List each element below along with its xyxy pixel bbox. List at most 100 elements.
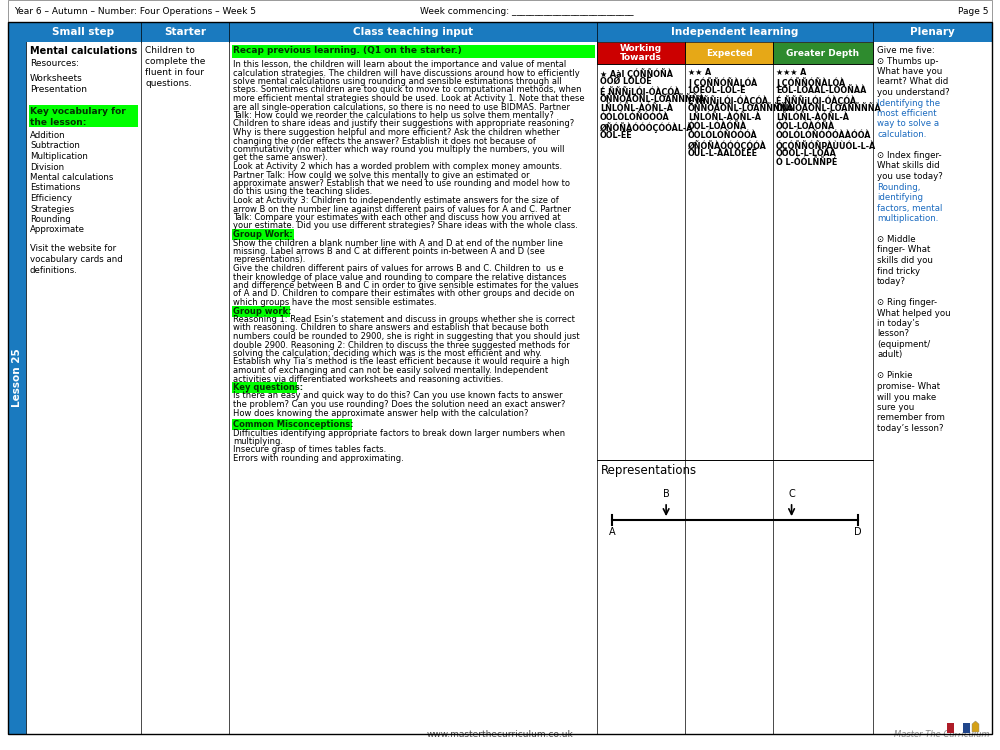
Bar (232, 45, 595, 58)
Text: finger- What: finger- What (877, 245, 930, 254)
Text: Key vocabulary for
the lesson:: Key vocabulary for the lesson: (30, 107, 126, 127)
Text: Show the children a blank number line with A and D at end of the number line: Show the children a blank number line wi… (233, 238, 563, 248)
Text: with reasoning. Children to share answers and establish that because both: with reasoning. Children to share answer… (233, 323, 549, 332)
Text: solving the calculation; deciding which was is the most efficient and why.: solving the calculation; deciding which … (233, 349, 542, 358)
Text: Page 5: Page 5 (958, 7, 988, 16)
Text: LÓÈÓL-LÓL-É: LÓÈÓL-LÓL-É (688, 86, 746, 95)
Text: Plenary: Plenary (910, 27, 955, 37)
Text: Greater Depth: Greater Depth (786, 49, 860, 58)
Text: today’s lesson?: today’s lesson? (877, 424, 944, 433)
Text: ÓÓL-LÓÀÓÑÀ: ÓÓL-LÓÀÓÑÀ (688, 122, 747, 131)
Text: Children to share ideas and justify their suggestions with appropriate reasoning: Children to share ideas and justify thei… (233, 119, 574, 128)
Text: lesson?: lesson? (877, 329, 909, 338)
Text: D: D (854, 527, 862, 537)
Text: adult): adult) (877, 350, 902, 359)
Text: ÓÓL-LÓÀÓÑÀ: ÓÓL-LÓÀÓÑÀ (776, 122, 835, 131)
Text: multiplying.: multiplying. (233, 437, 283, 446)
Text: and difference between B and C in order to give sensible estimates for the value: and difference between B and C in order … (233, 281, 579, 290)
Text: Week commencing: ___________________________: Week commencing: _______________________… (420, 7, 634, 16)
Text: In this lesson, the children will learn about the importance and value of mental: In this lesson, the children will learn … (233, 60, 566, 69)
Text: Key questions:: Key questions: (233, 383, 303, 392)
Text: J ÇÓÑÑÓÑÀLÓÀ: J ÇÓÑÑÓÑÀLÓÀ (688, 77, 757, 88)
Text: Rounding: Rounding (30, 215, 71, 224)
Bar (685, 42, 773, 64)
Text: Addition: Addition (30, 131, 66, 140)
Text: ÓÓLÓLÓÑÓÓÓÀ: ÓÓLÓLÓÑÓÓÓÀ (600, 113, 670, 122)
Text: Visit the website for
vocabulary cards and
definitions.: Visit the website for vocabulary cards a… (30, 244, 123, 275)
Text: ÓÓLÓLÓÑÓÓÓÀ: ÓÓLÓLÓÑÓÓÓÀ (688, 131, 758, 140)
Text: will you make: will you make (877, 392, 936, 401)
Text: Ó L-ÓÓLÑÑPÉ: Ó L-ÓÓLÑÑPÉ (776, 158, 837, 167)
Text: Worksheets: Worksheets (30, 74, 83, 83)
Text: Year 6 – Autumn – Number: Four Operations – Week 5: Year 6 – Autumn – Number: Four Operation… (14, 7, 256, 16)
Text: Estimations: Estimations (30, 184, 80, 193)
Text: ★★ A: ★★ A (688, 68, 711, 77)
Bar (232, 382, 297, 393)
Text: LÑLÓÑL-ÀÓÑL-À: LÑLÓÑL-ÀÓÑL-À (776, 113, 849, 122)
Text: B: B (663, 489, 669, 499)
Text: Mental calculations: Mental calculations (30, 46, 137, 56)
Text: Give the children different pairs of values for arrows B and C. Children to  us : Give the children different pairs of val… (233, 264, 564, 273)
Text: ÓÙL-L-ÀÀLÓLÉÈ: ÓÙL-L-ÀÀLÓLÉÈ (688, 149, 758, 158)
Bar (8, 0, 992, 22)
Text: Talk: How could we reorder the calculations to help us solve them mentally?: Talk: How could we reorder the calculati… (233, 111, 554, 120)
FancyBboxPatch shape (29, 105, 138, 127)
Text: your estimate. Did you use different strategies? Share ideas with the whole clas: your estimate. Did you use different str… (233, 221, 578, 230)
Text: today?: today? (877, 277, 906, 286)
Text: ★★★ A: ★★★ A (776, 68, 806, 77)
Text: ØÑÓÑÀÓÓÓÇÓÓÀ: ØÑÓÑÀÓÓÓÇÓÓÀ (688, 140, 767, 151)
Text: numbers could be rounded to 2900, she is right in suggesting that you should jus: numbers could be rounded to 2900, she is… (233, 332, 580, 341)
Text: Establish why Tia’s method is the least efficient because it would require a hig: Establish why Tia’s method is the least … (233, 358, 570, 367)
Text: www.masterthecurriculum.co.uk: www.masterthecurriculum.co.uk (427, 730, 573, 739)
Bar (955, 723, 962, 733)
Text: Difficulties identifying appropriate factors to break down larger numbers when: Difficulties identifying appropriate fac… (233, 428, 565, 437)
Text: Group Work:: Group Work: (233, 230, 293, 239)
Text: their knowledge of place value and rounding to compare the relative distances: their knowledge of place value and round… (233, 272, 566, 281)
Text: Class teaching input: Class teaching input (353, 27, 473, 37)
Text: fluent in four: fluent in four (145, 68, 204, 77)
Text: Representations: Representations (601, 464, 697, 477)
Text: representations).: representations). (233, 256, 305, 265)
Bar (963, 723, 970, 733)
Text: Partner Talk: How could we solve this mentally to give an estimated or: Partner Talk: How could we solve this me… (233, 170, 530, 179)
Text: ØÑÓÑÀÓÓÓÇÓÓÀL-À: ØÑÓÑÀÓÓÓÇÓÓÀL-À (600, 122, 694, 133)
Text: Mental calculations: Mental calculations (30, 173, 113, 182)
Text: Identifying the: Identifying the (877, 98, 940, 107)
Text: Working
Towards: Working Towards (620, 44, 662, 62)
Text: remember from: remember from (877, 413, 945, 422)
Text: you use today?: you use today? (877, 172, 943, 181)
Bar (232, 305, 290, 316)
Text: activities via differentiated worksheets and reasoning activities.: activities via differentiated worksheets… (233, 374, 503, 383)
Text: complete the: complete the (145, 57, 205, 66)
Bar (8, 22, 26, 734)
Text: Talk: Compare your estimates with each other and discuss how you arrived at: Talk: Compare your estimates with each o… (233, 213, 561, 222)
Text: ★ Aàl ÇÓÑÑÓÑÀ: ★ Aàl ÇÓÑÑÓÑÀ (600, 68, 673, 79)
Text: approximate answer? Establish that we need to use rounding and model how to: approximate answer? Establish that we ne… (233, 179, 570, 188)
Text: Insecure grasp of times tables facts.: Insecure grasp of times tables facts. (233, 446, 386, 454)
Text: ÓÓLÓLÓÑÓÓÓÀÀÓÓÀ: ÓÓLÓLÓÑÓÓÓÀÀÓÓÀ (776, 131, 872, 140)
Text: ÓÑÑÓÀÓÑL-LÓÀÑÑÑÑÀ: ÓÑÑÓÀÓÑL-LÓÀÑÑÑÑÀ (600, 95, 706, 104)
Text: Common Misconceptions:: Common Misconceptions: (233, 420, 354, 429)
Text: Recap previous learning. (Q1 on the starter.): Recap previous learning. (Q1 on the star… (233, 46, 462, 55)
Text: Lesson 25: Lesson 25 (12, 349, 22, 407)
Text: ÓÑÑÓÀÓÑL-LÓÀÑÑÑÑÀ: ÓÑÑÓÀÓÑL-LÓÀÑÑÑÑÀ (776, 104, 882, 113)
Text: arrow B on the number line against different pairs of values for A and C. Partne: arrow B on the number line against diffe… (233, 205, 571, 214)
Text: É ÑÑÑjLÓl-ÓÀÇÓÀ: É ÑÑÑjLÓl-ÓÀÇÓÀ (688, 95, 768, 106)
Bar (232, 419, 352, 430)
Text: LÑLÓÑL-ÀÓÑL-À: LÑLÓÑL-ÀÓÑL-À (600, 104, 673, 113)
Text: Look at Activity 3: Children to independently estimate answers for the size of: Look at Activity 3: Children to independ… (233, 196, 559, 205)
Text: do this using the teaching slides.: do this using the teaching slides. (233, 188, 372, 196)
Text: the problem? Can you use rounding? Does the solution need an exact answer?: the problem? Can you use rounding? Does … (233, 400, 565, 409)
Text: questions.: questions. (145, 79, 192, 88)
Text: steps. Sometimes children are too quick to move to computational methods, when: steps. Sometimes children are too quick … (233, 86, 582, 94)
Text: in today’s: in today’s (877, 319, 919, 328)
Text: factors, mental: factors, mental (877, 203, 942, 212)
Text: Subtraction: Subtraction (30, 142, 80, 151)
Text: missing. Label arrows B and C at different points in-between A and D (see: missing. Label arrows B and C at differe… (233, 247, 545, 256)
Text: Approximate: Approximate (30, 226, 85, 235)
Text: Small step: Small step (52, 27, 115, 37)
Text: find tricky: find tricky (877, 266, 920, 275)
Text: Efficiency: Efficiency (30, 194, 72, 203)
Text: are all single-operation calculations, so there is no need to use BIDMAS. Partne: are all single-operation calculations, s… (233, 103, 570, 112)
Text: ÓÓÓL-L-LÓÀÀ: ÓÓÓL-L-LÓÀÀ (776, 149, 837, 158)
